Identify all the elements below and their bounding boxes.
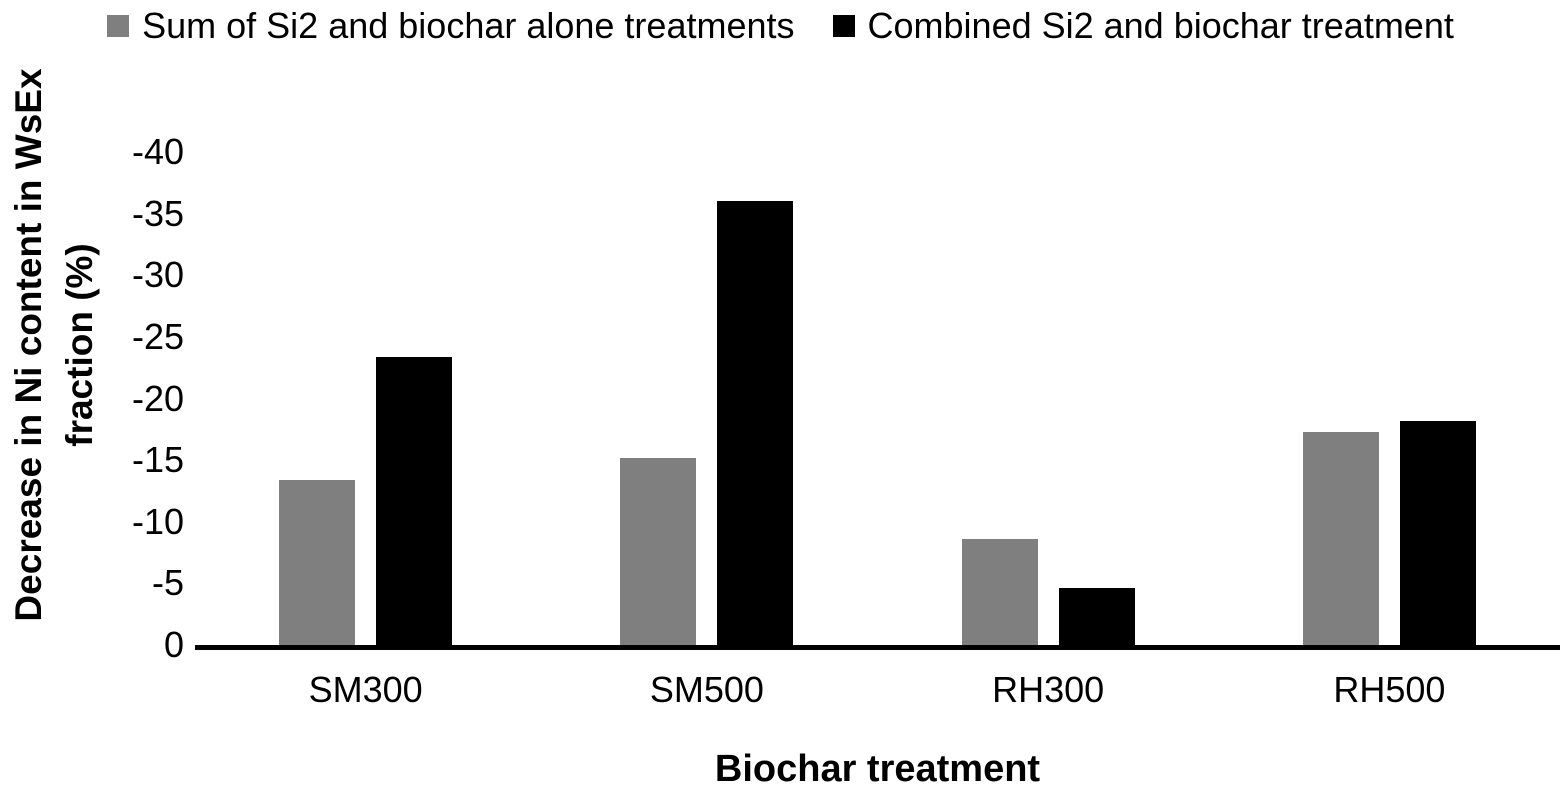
legend-item-sum: Sum of Si2 and biochar alone treatments bbox=[107, 4, 795, 48]
legend-label-sum: Sum of Si2 and biochar alone treatments bbox=[142, 5, 795, 46]
y-axis-tick-label-25: -25 bbox=[131, 315, 184, 357]
y-axis-tick-label-20: -20 bbox=[131, 377, 184, 419]
y-axis-tick-label-40: -40 bbox=[131, 131, 184, 172]
x-axis-label-sm300: SM300 bbox=[308, 669, 423, 710]
bar-rh300-series2 bbox=[1058, 588, 1135, 645]
y-axis-title-line1: Decrease in Ni content in WsEx bbox=[8, 68, 49, 622]
y-axis-tick-label-30: -30 bbox=[131, 254, 184, 296]
x-axis-title: Biochar treatment bbox=[714, 748, 1041, 790]
bar-sm500-series1 bbox=[620, 457, 697, 645]
legend: Sum of Si2 and biochar alone treatments … bbox=[0, 4, 1561, 48]
y-axis-tick-label-15: -15 bbox=[131, 439, 184, 481]
y-axis-tick-label-5: -5 bbox=[151, 562, 184, 604]
y-axis-tick-label-10: -10 bbox=[131, 500, 184, 542]
x-axis-labels: SM300 SM500 RH300 RH500 bbox=[195, 668, 1560, 712]
bar-rh300-series1 bbox=[961, 539, 1038, 645]
bar-sm300-series1 bbox=[279, 479, 356, 645]
x-axis-label-sm500: SM500 bbox=[649, 669, 764, 710]
y-axis-tick-label-35: -35 bbox=[131, 192, 184, 234]
y-axis: 0 -5 -10 -15 -20 -25 -30 -35 -40 bbox=[78, 132, 184, 665]
category-group-sm500 bbox=[536, 152, 877, 645]
legend-swatch-combined-icon bbox=[832, 15, 855, 37]
category-group-rh500 bbox=[1219, 152, 1560, 645]
category-group-sm300 bbox=[195, 152, 536, 645]
bar-rh500-series1 bbox=[1302, 431, 1379, 645]
bar-rh500-series2 bbox=[1399, 420, 1476, 645]
x-axis-label-rh500: RH500 bbox=[1333, 669, 1446, 710]
plot-area bbox=[195, 152, 1560, 650]
category-group-rh300 bbox=[878, 152, 1219, 645]
x-axis-label-rh300: RH300 bbox=[992, 669, 1105, 710]
legend-swatch-sum-icon bbox=[107, 15, 130, 37]
legend-item-combined: Combined Si2 and biochar treatment bbox=[832, 4, 1454, 48]
legend-label-combined: Combined Si2 and biochar treatment bbox=[867, 5, 1454, 46]
bar-sm500-series2 bbox=[717, 201, 794, 645]
bar-sm300-series2 bbox=[376, 356, 453, 645]
y-axis-tick-label-0: 0 bbox=[163, 624, 184, 665]
